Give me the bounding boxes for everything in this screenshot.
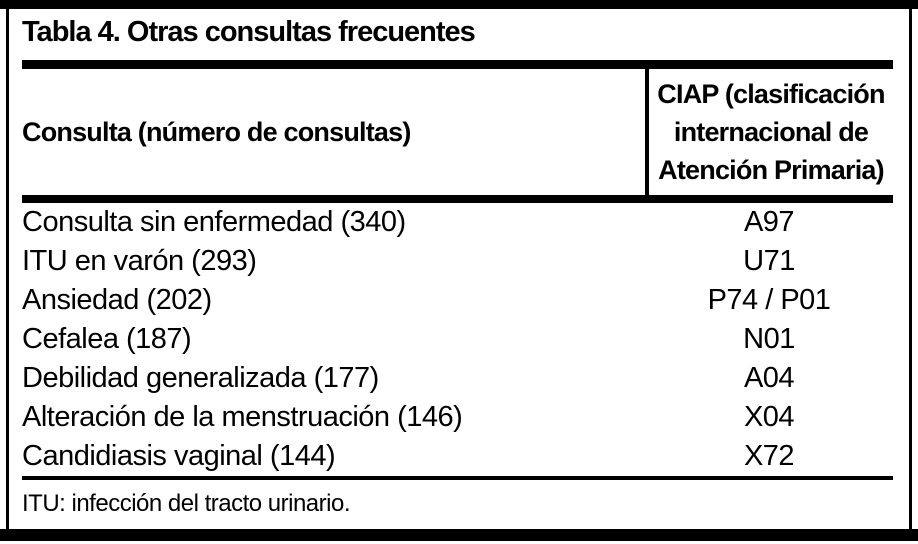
header-col-ciap-line: Atención Primaria) — [658, 155, 884, 185]
divider-above-footnote — [22, 476, 893, 480]
table-row: Alteración de la menstruación (146) X04 — [22, 398, 893, 437]
row-consulta-cell: Debilidad generalizada (177) — [22, 362, 379, 394]
row-consulta-cell: Cefalea (187) — [22, 323, 192, 355]
row-consulta-cell: Alteración de la menstruación (146) — [22, 401, 463, 433]
table-row: Cefalea (187) N01 — [22, 320, 893, 359]
frame-top-bar — [0, 0, 918, 9]
header-col-ciap-line: CIAP (clasificación — [657, 79, 885, 109]
row-ciap-cell: A97 — [743, 206, 795, 238]
header-col-ciap: CIAP (clasificación internacional de Ate… — [645, 69, 893, 195]
frame-right-border — [909, 0, 912, 541]
table-row: Consulta sin enfermedad (340) A97 — [22, 203, 893, 242]
row-consulta-cell: Consulta sin enfermedad (340) — [22, 206, 406, 238]
row-ciap-cell: A04 — [743, 362, 795, 394]
row-consulta-cell: Candidiasis vaginal (144) — [22, 440, 336, 472]
table-footnote: ITU: infección del tracto urinario. — [22, 490, 350, 517]
row-ciap-cell: N01 — [743, 323, 795, 355]
table-row: Debilidad generalizada (177) A04 — [22, 359, 893, 398]
table-title: Tabla 4. Otras consultas frecuentes — [22, 16, 476, 48]
divider-below-header — [22, 195, 893, 203]
table-row: Candidiasis vaginal (144) X72 — [22, 437, 893, 476]
table-body: Consulta sin enfermedad (340) A97 ITU en… — [22, 203, 893, 476]
row-ciap-cell: P74 / P01 — [707, 284, 831, 316]
header-col-consulta: Consulta (número de consultas) — [22, 116, 411, 147]
table-row: Ansiedad (202) P74 / P01 — [22, 281, 893, 320]
row-consulta-cell: Ansiedad (202) — [22, 284, 212, 316]
frame-left-border — [6, 0, 9, 541]
row-ciap-cell: U71 — [743, 245, 795, 277]
row-ciap-cell: X04 — [743, 401, 795, 433]
frame-bottom-bar — [0, 529, 918, 541]
divider-below-title — [22, 60, 893, 69]
row-ciap-cell: X72 — [743, 440, 795, 472]
header-col-ciap-line: internacional de — [673, 117, 869, 147]
table-header-row: Consulta (número de consultas) CIAP (cla… — [22, 69, 893, 195]
table-row: ITU en varón (293) U71 — [22, 242, 893, 281]
row-consulta-cell: ITU en varón (293) — [22, 245, 257, 277]
